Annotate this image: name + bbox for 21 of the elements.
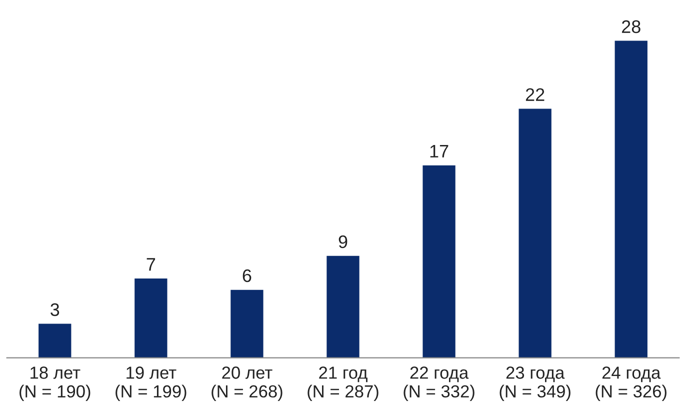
x-tick-label: 20 лет (N = 268)	[212, 366, 282, 401]
x-tick-label: 18 лет (N = 190)	[20, 366, 90, 401]
bar	[614, 40, 648, 358]
data-label: 17	[430, 144, 448, 158]
data-label: 22	[526, 88, 544, 101]
x-tick-label: 22 года (N = 332)	[404, 366, 474, 401]
bar	[518, 108, 552, 358]
bar	[38, 324, 72, 358]
x-tick-label: 21 год (N = 287)	[308, 366, 378, 401]
bar	[230, 290, 264, 358]
data-label: 6	[242, 269, 252, 282]
bar	[326, 256, 360, 358]
data-label: 28	[622, 20, 640, 34]
data-label: 9	[338, 235, 348, 248]
x-tick-label: 19 лет (N = 199)	[116, 366, 186, 401]
x-tick-label: 24 года (N = 326)	[596, 366, 666, 401]
bar	[134, 278, 168, 358]
data-label: 7	[146, 258, 156, 271]
bar	[422, 165, 456, 358]
data-label: 3	[50, 303, 60, 316]
x-tick-label: 23 года (N = 349)	[500, 366, 570, 401]
